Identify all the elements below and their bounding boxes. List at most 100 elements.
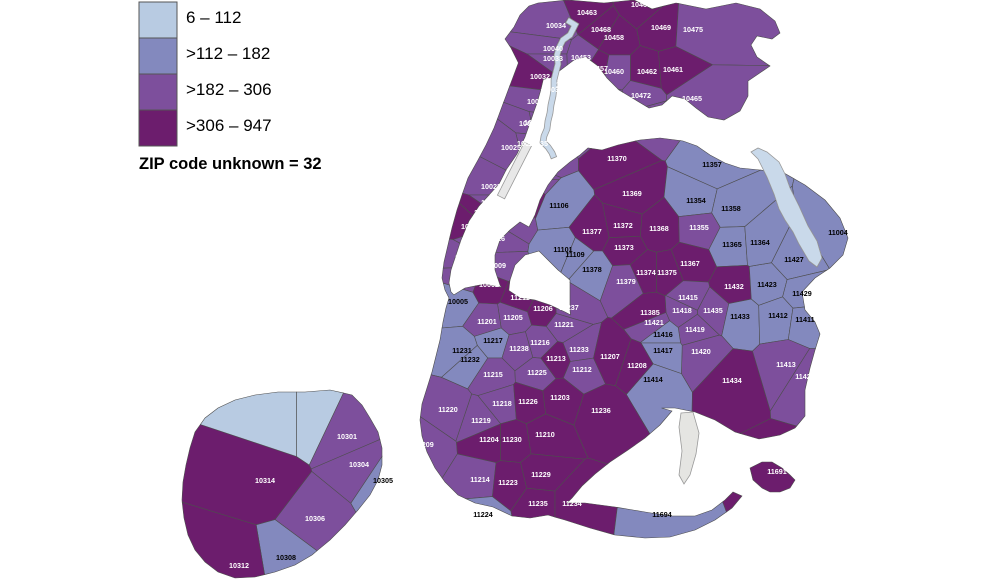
- svg-text:11373: 11373: [614, 243, 634, 252]
- svg-text:10462: 10462: [637, 67, 657, 76]
- svg-text:11421: 11421: [644, 318, 664, 327]
- svg-text:11236: 11236: [591, 406, 611, 415]
- svg-text:11358: 11358: [721, 204, 741, 213]
- svg-text:ZIP code unknown = 32: ZIP code unknown = 32: [139, 155, 322, 173]
- svg-text:10030: 10030: [519, 119, 539, 128]
- svg-text:11218: 11218: [492, 399, 512, 408]
- svg-text:11214: 11214: [470, 475, 490, 484]
- svg-text:11207: 11207: [600, 352, 620, 361]
- svg-text:11691: 11691: [767, 467, 787, 476]
- svg-text:11210: 11210: [535, 430, 555, 439]
- svg-text:6 – 112: 6 – 112: [186, 8, 241, 27]
- svg-text:11432: 11432: [724, 282, 744, 291]
- svg-text:11219: 11219: [471, 416, 491, 425]
- svg-text:10453: 10453: [571, 53, 591, 62]
- svg-text:10469: 10469: [651, 23, 671, 32]
- svg-text:10009: 10009: [486, 261, 506, 270]
- svg-text:11354: 11354: [686, 196, 706, 205]
- svg-text:10002: 10002: [479, 280, 499, 289]
- svg-text:11225: 11225: [527, 368, 547, 377]
- svg-text:11422: 11422: [795, 372, 815, 381]
- svg-text:10306: 10306: [305, 514, 325, 523]
- svg-text:11411: 11411: [795, 315, 814, 324]
- svg-text:11109: 11109: [565, 250, 584, 259]
- svg-text:>182 – 306: >182 – 306: [186, 80, 272, 99]
- svg-text:11212: 11212: [572, 365, 592, 374]
- svg-text:11229: 11229: [531, 470, 551, 479]
- svg-text:10308: 10308: [276, 553, 296, 562]
- svg-text:11368: 11368: [649, 224, 669, 233]
- svg-text:11203: 11203: [550, 393, 570, 402]
- svg-text:11364: 11364: [750, 238, 770, 247]
- svg-text:10312: 10312: [229, 561, 249, 570]
- svg-text:10022: 10022: [499, 211, 519, 220]
- svg-text:11413: 11413: [776, 360, 796, 369]
- svg-text:11106: 11106: [549, 201, 568, 210]
- svg-text:11416: 11416: [653, 330, 673, 339]
- svg-text:11355: 11355: [689, 223, 709, 232]
- svg-text:11370: 11370: [607, 154, 627, 163]
- svg-text:11231: 11231: [452, 346, 472, 355]
- svg-text:>112 – 182: >112 – 182: [186, 44, 270, 63]
- svg-text:11357: 11357: [702, 160, 722, 169]
- svg-text:11365: 11365: [722, 240, 742, 249]
- svg-text:10034: 10034: [546, 21, 566, 30]
- svg-text:11221: 11221: [554, 320, 574, 329]
- svg-text:11216: 11216: [530, 338, 550, 347]
- svg-text:11206: 11206: [533, 304, 553, 313]
- svg-text:10039: 10039: [543, 85, 563, 94]
- svg-text:11204: 11204: [479, 435, 499, 444]
- svg-text:10011: 10011: [465, 234, 485, 243]
- svg-text:11372: 11372: [613, 221, 633, 230]
- svg-text:11215: 11215: [483, 370, 503, 379]
- svg-text:11004: 11004: [828, 228, 848, 237]
- svg-text:11235: 11235: [528, 499, 548, 508]
- svg-text:10021: 10021: [518, 188, 538, 197]
- svg-text:11378: 11378: [582, 265, 602, 274]
- svg-text:11369: 11369: [622, 189, 642, 198]
- svg-text:11427: 11427: [784, 255, 804, 264]
- svg-text:11694: 11694: [652, 510, 672, 519]
- svg-text:10473: 10473: [637, 113, 657, 122]
- svg-text:11209: 11209: [414, 440, 434, 449]
- svg-text:10040: 10040: [543, 44, 563, 53]
- svg-text:11211: 11211: [510, 293, 529, 302]
- svg-text:11226: 11226: [518, 397, 538, 406]
- svg-text:10005: 10005: [448, 297, 468, 306]
- svg-text:11379: 11379: [616, 277, 636, 286]
- svg-text:10033: 10033: [543, 54, 563, 63]
- svg-text:10461: 10461: [663, 65, 683, 74]
- svg-text:11224: 11224: [473, 510, 493, 519]
- svg-text:10301: 10301: [337, 432, 357, 441]
- svg-text:11238: 11238: [509, 344, 529, 353]
- svg-text:10001: 10001: [461, 222, 481, 231]
- svg-text:11205: 11205: [503, 313, 523, 322]
- svg-text:11230: 11230: [502, 435, 522, 444]
- svg-text:11217: 11217: [483, 336, 503, 345]
- svg-text:10065: 10065: [499, 198, 519, 207]
- svg-text:11237: 11237: [559, 303, 579, 312]
- svg-text:11420: 11420: [691, 347, 711, 356]
- svg-text:10465: 10465: [682, 94, 702, 103]
- svg-text:10036: 10036: [474, 208, 494, 217]
- svg-text:10013: 10013: [456, 271, 476, 280]
- svg-text:10451: 10451: [555, 110, 575, 119]
- svg-text:10025: 10025: [501, 143, 521, 152]
- svg-text:11419: 11419: [685, 325, 705, 334]
- svg-text:11417: 11417: [653, 346, 673, 355]
- svg-text:10035: 10035: [528, 139, 548, 148]
- svg-text:10314: 10314: [255, 476, 275, 485]
- svg-text:11223: 11223: [498, 478, 518, 487]
- svg-text:11201: 11201: [477, 317, 497, 326]
- svg-text:10458: 10458: [604, 33, 624, 42]
- svg-text:11367: 11367: [680, 259, 700, 268]
- svg-text:10019: 10019: [481, 198, 501, 207]
- svg-text:11429: 11429: [792, 289, 812, 298]
- svg-text:11423: 11423: [757, 280, 777, 289]
- svg-text:11232: 11232: [460, 355, 480, 364]
- svg-text:>306 – 947: >306 – 947: [186, 116, 272, 135]
- svg-text:10472: 10472: [631, 91, 651, 100]
- svg-text:11433: 11433: [730, 312, 750, 321]
- svg-text:11233: 11233: [569, 345, 589, 354]
- svg-text:10460: 10460: [604, 67, 624, 76]
